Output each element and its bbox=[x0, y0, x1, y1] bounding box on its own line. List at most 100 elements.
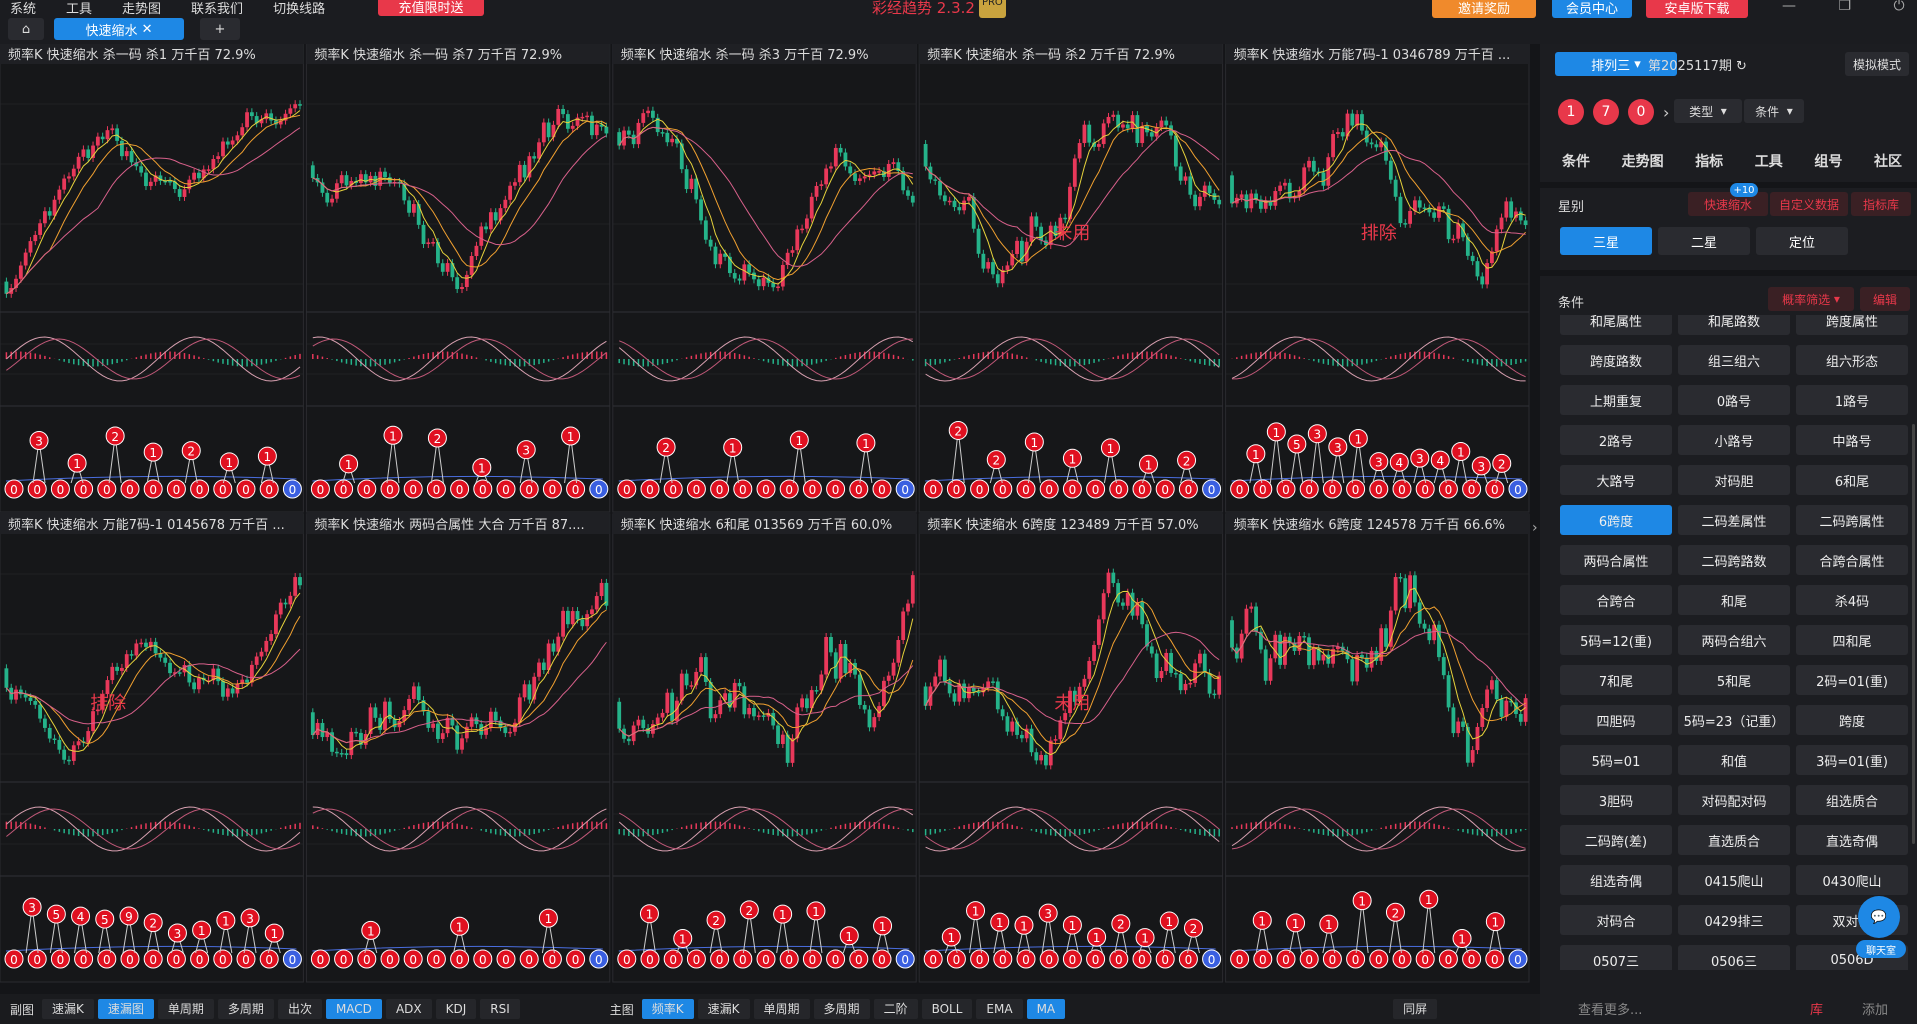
condition[interactable]: 四和尾 bbox=[1796, 625, 1908, 655]
condition[interactable]: 2路号 bbox=[1560, 425, 1672, 455]
filter[interactable]: 概率筛选 ▾ bbox=[1768, 287, 1854, 311]
tool-button[interactable]: 同屏 bbox=[1393, 999, 1438, 1019]
star[interactable]: 二星 bbox=[1658, 227, 1750, 255]
condition[interactable]: 二码跨(差) bbox=[1560, 825, 1672, 855]
lottery[interactable]: 排列三 ▾ bbox=[1555, 52, 1677, 76]
condition[interactable]: 对码合 bbox=[1560, 905, 1672, 935]
android[interactable]: 安卓版下载 bbox=[1646, 0, 1748, 18]
condition[interactable]: 5码=01 bbox=[1560, 745, 1672, 775]
mode[interactable]: 模拟模式 bbox=[1845, 52, 1909, 76]
tool-button[interactable]: ADX bbox=[385, 999, 432, 1019]
tool-button[interactable]: BOLL bbox=[921, 999, 973, 1019]
condition[interactable]: 0430爬山 bbox=[1796, 865, 1908, 895]
star[interactable]: 定位 bbox=[1756, 227, 1848, 255]
condition[interactable]: 合跨合属性 bbox=[1796, 545, 1908, 575]
tool-button[interactable]: 多周期 bbox=[813, 999, 870, 1019]
condition[interactable]: 0507三 bbox=[1560, 945, 1672, 970]
tool-button[interactable]: 速漏图 bbox=[97, 999, 154, 1019]
tool-button[interactable]: 出次 bbox=[277, 999, 322, 1019]
condition[interactable]: 0429排三 bbox=[1678, 905, 1790, 935]
promo[interactable]: 充值限时送 bbox=[378, 0, 484, 16]
menu-item[interactable]: 工具 bbox=[66, 2, 93, 17]
condition[interactable]: 0415爬山 bbox=[1678, 865, 1790, 895]
star-tool[interactable]: 快速缩水 bbox=[1688, 192, 1768, 216]
add[interactable]: 添加 bbox=[1862, 1003, 1889, 1018]
tool-button[interactable]: RSI bbox=[480, 999, 520, 1019]
tab[interactable]: 组号 bbox=[1814, 154, 1843, 170]
condition[interactable]: 3胆码 bbox=[1560, 785, 1672, 815]
tool-button[interactable]: 单周期 bbox=[157, 999, 214, 1019]
home[interactable]: ⌂ bbox=[8, 18, 44, 40]
tool-button[interactable]: MACD bbox=[325, 999, 382, 1019]
condition[interactable]: 3码=01(重) bbox=[1796, 745, 1908, 775]
menu-item[interactable]: 切换线路 bbox=[273, 2, 326, 17]
condition[interactable]: 中路号 bbox=[1796, 425, 1908, 455]
tab[interactable]: 社区 bbox=[1873, 154, 1902, 170]
tab[interactable]: 走势图 bbox=[1621, 154, 1664, 170]
tab[interactable]: 指标 bbox=[1695, 154, 1724, 170]
menu-item[interactable]: 联系我们 bbox=[191, 2, 244, 17]
edit[interactable]: 编辑 bbox=[1860, 287, 1910, 311]
condition[interactable]: 5码=23（记重） bbox=[1678, 705, 1790, 735]
tool-button[interactable]: 单周期 bbox=[753, 999, 810, 1019]
condition[interactable]: 跨度属性 bbox=[1796, 315, 1908, 335]
window-controls[interactable]: — ❐ ⏻ bbox=[1782, 0, 1905, 14]
condition[interactable]: 杀4码 bbox=[1796, 585, 1908, 615]
new-tab[interactable]: + bbox=[200, 18, 240, 40]
condition[interactable]: 和尾属性 bbox=[1560, 315, 1672, 335]
condition[interactable]: 两码合组六 bbox=[1678, 625, 1790, 655]
condition[interactable]: 6和尾 bbox=[1796, 465, 1908, 495]
star[interactable]: 三星 bbox=[1560, 227, 1652, 255]
condition[interactable]: 两码合属性 bbox=[1560, 545, 1672, 575]
condition[interactable]: 跨度 bbox=[1796, 705, 1908, 735]
menu-item[interactable]: 走势图 bbox=[122, 2, 162, 17]
collapse[interactable]: › bbox=[1532, 520, 1538, 536]
condition[interactable]: 组选质合 bbox=[1796, 785, 1908, 815]
more[interactable]: 查看更多... bbox=[1578, 1003, 1643, 1018]
condition[interactable]: 组三组六 bbox=[1678, 345, 1790, 375]
condition[interactable]: 二码跨路数 bbox=[1678, 545, 1790, 575]
lib[interactable]: 库 bbox=[1810, 1003, 1824, 1018]
condition[interactable]: 组选奇偶 bbox=[1560, 865, 1672, 895]
condition[interactable]: 合跨合 bbox=[1560, 585, 1672, 615]
tool-button[interactable]: MA bbox=[1026, 999, 1066, 1019]
invite[interactable]: 邀请奖励 bbox=[1432, 0, 1536, 18]
tool-button[interactable]: 频率K bbox=[641, 999, 694, 1019]
condition[interactable]: 6跨度 bbox=[1560, 505, 1672, 535]
tab[interactable]: 条件 bbox=[1562, 154, 1590, 170]
condition[interactable]: 和尾路数 bbox=[1678, 315, 1790, 335]
condition[interactable]: 和尾 bbox=[1678, 585, 1790, 615]
condition[interactable]: 对码胆 bbox=[1678, 465, 1790, 495]
condition[interactable]: 对码配对码 bbox=[1678, 785, 1790, 815]
condition[interactable]: 直选奇偶 bbox=[1796, 825, 1908, 855]
tool-button[interactable]: 二阶 bbox=[873, 999, 918, 1019]
tool-button[interactable]: EMA bbox=[976, 999, 1023, 1019]
type-dropdown[interactable]: 类型 ▾ bbox=[1674, 99, 1742, 123]
star-tool[interactable]: 自定义数据 bbox=[1770, 192, 1848, 216]
condition[interactable]: 跨度路数 bbox=[1560, 345, 1672, 375]
chat[interactable]: 聊天室 bbox=[1856, 940, 1906, 958]
condition[interactable]: 7和尾 bbox=[1560, 665, 1672, 695]
member[interactable]: 会员中心 bbox=[1552, 0, 1632, 18]
condition[interactable]: 和值 bbox=[1678, 745, 1790, 775]
chat-icon[interactable]: 💬 bbox=[1858, 896, 1900, 938]
tool-button[interactable]: 速漏K bbox=[42, 999, 94, 1019]
condition[interactable]: 1路号 bbox=[1796, 385, 1908, 415]
condition[interactable]: 0506三 bbox=[1678, 945, 1790, 970]
condition[interactable]: 大路号 bbox=[1560, 465, 1672, 495]
condition[interactable]: 5和尾 bbox=[1678, 665, 1790, 695]
condition[interactable]: 上期重复 bbox=[1560, 385, 1672, 415]
tool-button[interactable]: 速漏K bbox=[697, 999, 750, 1019]
cond-dropdown[interactable]: 条件 ▾ bbox=[1744, 99, 1804, 123]
menu-item[interactable]: 系统 bbox=[10, 2, 37, 17]
tab[interactable]: 快速缩水 ✕ bbox=[54, 18, 184, 40]
condition[interactable]: 四胆码 bbox=[1560, 705, 1672, 735]
tab[interactable]: 工具 bbox=[1754, 154, 1783, 170]
condition[interactable]: 二码差属性 bbox=[1678, 505, 1790, 535]
condition[interactable]: 5码=12(重) bbox=[1560, 625, 1672, 655]
condition[interactable]: 2码=01(重) bbox=[1796, 665, 1908, 695]
star-tool[interactable]: 指标库 bbox=[1851, 192, 1911, 216]
condition[interactable]: 小路号 bbox=[1678, 425, 1790, 455]
condition[interactable]: 0路号 bbox=[1678, 385, 1790, 415]
tool-button[interactable]: 多周期 bbox=[217, 999, 274, 1019]
